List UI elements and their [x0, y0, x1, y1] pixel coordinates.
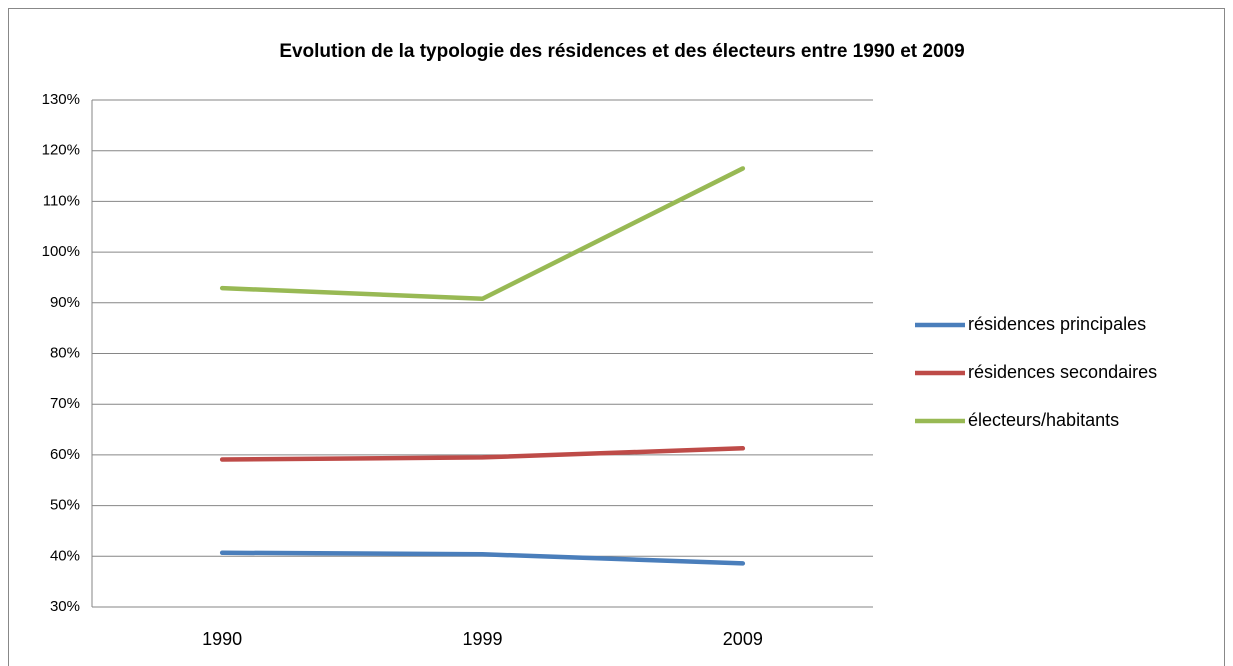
y-tick-label: 60%	[50, 446, 80, 463]
chart-border	[8, 8, 1225, 666]
x-tick-label: 1999	[462, 629, 502, 649]
series-line	[219, 166, 746, 301]
y-tick-label: 80%	[50, 344, 80, 361]
legend-label: résidences principales	[968, 314, 1146, 334]
y-tick-label: 30%	[50, 598, 80, 615]
y-tick-label: 110%	[43, 192, 80, 209]
legend-label: résidences secondaires	[968, 362, 1157, 382]
x-tick-label: 2009	[723, 629, 763, 649]
y-tick-label: 120%	[42, 142, 80, 159]
x-tick-label: 1990	[202, 629, 242, 649]
y-tick-label: 100%	[42, 243, 80, 260]
chart-title: Evolution de la typologie des résidences…	[279, 41, 964, 62]
y-tick-label: 70%	[50, 395, 80, 412]
series-line	[219, 446, 746, 462]
y-tick-label: 130%	[42, 91, 80, 108]
series-line	[219, 550, 746, 566]
y-tick-label: 40%	[50, 547, 80, 564]
y-tick-label: 50%	[50, 497, 80, 514]
legend-label: électeurs/habitants	[968, 410, 1119, 430]
y-tick-label: 90%	[50, 294, 80, 311]
